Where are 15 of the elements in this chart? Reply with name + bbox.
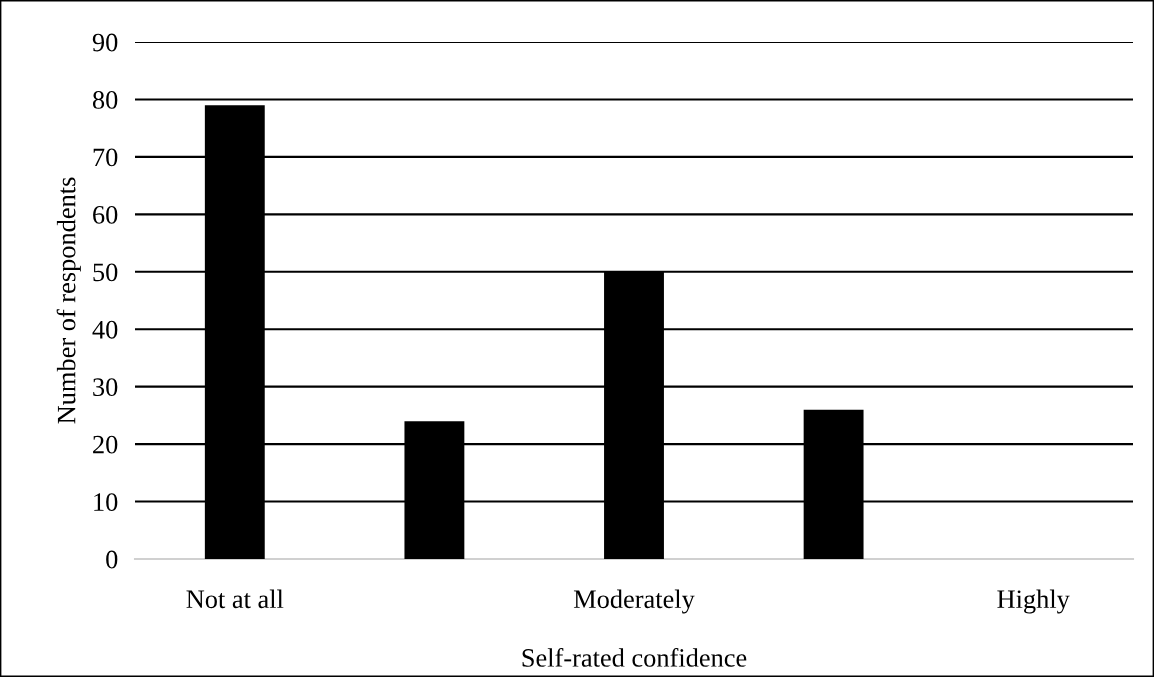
y-axis-title: Number of respondents [56, 177, 81, 424]
y-tick-label: 90 [92, 33, 118, 52]
y-tick-label: 50 [93, 263, 118, 282]
x-tick-label: Not at all [186, 589, 284, 609]
y-tick-label: 30 [93, 378, 118, 397]
y-tick-label: 10 [94, 493, 118, 511]
y-tick-label: 40 [92, 320, 118, 339]
x-axis-title: Self-rated confidence [522, 648, 747, 667]
y-tick-label: 70 [93, 148, 118, 167]
y-tick-label: 20 [93, 435, 118, 454]
y-tick-label: 0 [106, 550, 118, 569]
y-tick-label: 80 [92, 91, 118, 109]
x-tick-label: Moderately [573, 589, 695, 614]
y-tick-label: 60 [93, 205, 118, 224]
x-tick-label: Highly [997, 589, 1070, 614]
